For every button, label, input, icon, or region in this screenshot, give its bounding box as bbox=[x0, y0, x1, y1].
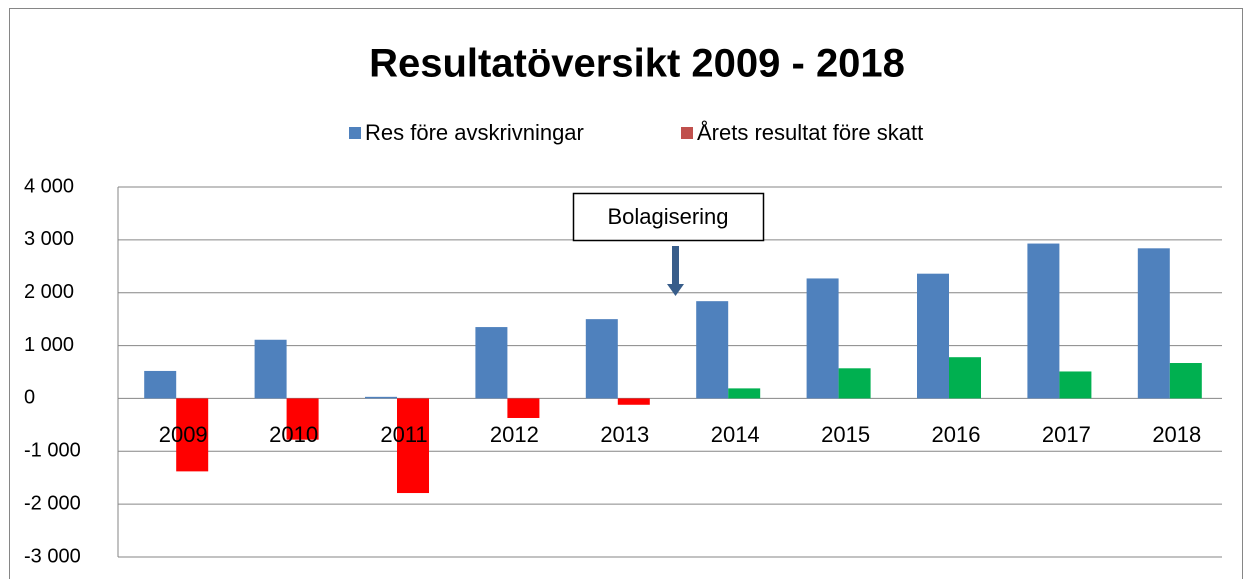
bar bbox=[254, 339, 287, 399]
bar bbox=[507, 398, 540, 418]
y-tick-label: -3 000 bbox=[24, 545, 81, 567]
x-tick-label: 2010 bbox=[269, 422, 318, 447]
bar bbox=[397, 398, 429, 494]
bar bbox=[1169, 363, 1202, 399]
bar bbox=[144, 370, 177, 399]
annotation: Bolagisering bbox=[607, 204, 728, 229]
x-tick-label: 2011 bbox=[380, 422, 427, 447]
legend-label: Årets resultat före skatt bbox=[697, 120, 923, 145]
bar bbox=[1137, 248, 1170, 399]
x-tick-label: 2017 bbox=[1042, 422, 1091, 447]
annotation-arrow-head bbox=[667, 284, 684, 296]
legend-swatch bbox=[349, 127, 361, 139]
x-tick-label: 2009 bbox=[159, 422, 208, 447]
x-tick-label: 2013 bbox=[600, 422, 649, 447]
bar bbox=[696, 301, 729, 399]
bar bbox=[286, 398, 319, 440]
bar bbox=[1059, 371, 1092, 399]
x-tick-label: 2018 bbox=[1152, 422, 1201, 447]
y-tick-label: 3 000 bbox=[24, 228, 74, 250]
bar bbox=[585, 319, 618, 399]
y-tick-label: 0 bbox=[24, 387, 35, 409]
annotation-box bbox=[572, 192, 765, 242]
y-tick-label: -1 000 bbox=[24, 440, 81, 462]
y-tick-label: 1 000 bbox=[24, 334, 74, 356]
bar bbox=[1027, 243, 1060, 399]
x-tick-label: 2012 bbox=[490, 422, 539, 447]
bar bbox=[365, 396, 397, 399]
x-tick-label: 2016 bbox=[932, 422, 981, 447]
bar bbox=[838, 368, 871, 399]
bar bbox=[728, 388, 761, 399]
chart-title: Resultatöversikt 2009 - 2018 bbox=[369, 42, 905, 86]
bar bbox=[949, 357, 981, 399]
x-tick-label: 2015 bbox=[821, 422, 870, 447]
bar bbox=[176, 398, 209, 472]
legend-swatch bbox=[681, 127, 693, 139]
bar bbox=[806, 278, 839, 399]
x-tick-label: 2014 bbox=[711, 422, 760, 447]
y-tick-label: 2 000 bbox=[24, 281, 74, 303]
bar bbox=[475, 327, 508, 399]
bar bbox=[617, 398, 650, 405]
legend-label: Res före avskrivningar bbox=[365, 120, 584, 145]
y-tick-label: -2 000 bbox=[24, 492, 81, 514]
bar bbox=[917, 273, 949, 399]
y-tick-label: 4 000 bbox=[24, 175, 74, 197]
annotation-arrow-shaft bbox=[672, 246, 679, 284]
